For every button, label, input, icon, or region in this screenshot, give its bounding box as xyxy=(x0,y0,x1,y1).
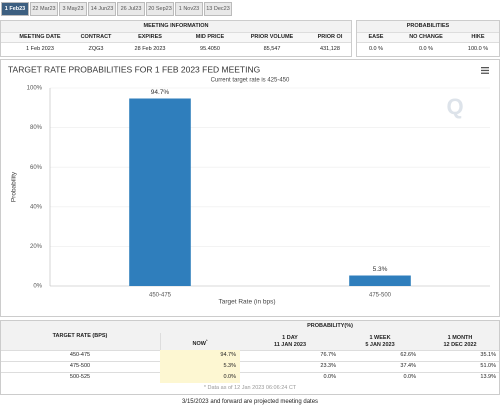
row-label: 450-475 xyxy=(69,352,91,358)
column-title: 1 WEEK xyxy=(369,335,391,341)
column-date: 5 JAN 2023 xyxy=(365,342,395,348)
cell: 431,128 xyxy=(320,46,340,52)
footnote: * Data as of 12 Jan 2023 06:06:24 CT xyxy=(203,385,297,391)
menu-icon[interactable] xyxy=(481,67,489,74)
tab[interactable]: 26 Jul23 xyxy=(117,2,145,16)
tab[interactable]: 22 Mar23 xyxy=(30,2,58,16)
row-border xyxy=(1,350,499,361)
y-tick-label: 0% xyxy=(33,284,42,290)
cell: 1 Feb 2023 xyxy=(26,46,54,52)
column-header: EASE xyxy=(368,34,384,40)
header-bg xyxy=(357,21,499,32)
column-date: 12 DEC 2022 xyxy=(443,342,477,348)
cell: 0.0 % xyxy=(368,46,384,52)
y-axis-label: Probability xyxy=(11,171,18,202)
column-header: MID PRICE xyxy=(195,34,225,40)
column-title: 1 DAY xyxy=(282,335,298,341)
cell: 0.0% xyxy=(403,374,416,380)
tab[interactable]: 1 Nov23 xyxy=(175,2,203,16)
cell: 5.3% xyxy=(223,363,236,369)
y-tick-label: 40% xyxy=(30,204,43,210)
footer: 3/15/2023 and forward are projected meet… xyxy=(181,399,319,405)
column-header: EXPIRES xyxy=(138,34,162,40)
y-tick-label: 20% xyxy=(30,244,43,250)
chart-subtitle: Current target rate is 425-450 xyxy=(211,78,290,84)
cell: 76.7% xyxy=(320,352,336,358)
x-tick-label: 475-500 xyxy=(369,293,392,299)
cell: 0.0 % xyxy=(418,46,434,52)
cell-border xyxy=(160,333,240,350)
highlight xyxy=(160,350,240,383)
column-date: 11 JAN 2023 xyxy=(273,342,307,348)
column-title: NOW xyxy=(192,340,206,347)
cell: 85,547 xyxy=(263,46,281,52)
y-tick-label: 100% xyxy=(27,86,43,92)
header-bg xyxy=(1,321,499,350)
column-header: NOW* xyxy=(160,339,240,347)
table-title: PROBABILITIES xyxy=(406,23,450,29)
tab[interactable]: 20 Sep23 xyxy=(146,2,174,16)
cell: 0.0% xyxy=(223,374,236,380)
row-label: 475-500 xyxy=(69,363,91,369)
tab[interactable]: 13 Dec23 xyxy=(204,2,232,16)
tab[interactable]: 14 Jun23 xyxy=(88,2,116,16)
cell: 51.0% xyxy=(480,363,496,369)
column-header: TARGET RATE (BPS) xyxy=(52,333,108,339)
row-label: 500-525 xyxy=(69,374,91,380)
y-tick-label: 80% xyxy=(30,125,43,131)
cell: 100.0 % xyxy=(467,46,489,52)
cell: 28 Feb 2023 xyxy=(134,46,166,52)
table-title: MEETING INFORMATION xyxy=(143,23,209,29)
x-axis-label: Target Rate (in bps) xyxy=(218,299,275,306)
row-border xyxy=(1,372,499,383)
marker: * xyxy=(205,338,208,343)
cell: 94.7% xyxy=(220,352,236,358)
tab[interactable]: 1 Feb23 xyxy=(1,2,29,16)
header-bg xyxy=(357,32,499,43)
header-bg xyxy=(1,21,351,32)
cell: 95.4050 xyxy=(200,46,220,52)
column-header: PRIOR OI xyxy=(317,34,343,40)
x-tick-label: 450-475 xyxy=(149,293,172,299)
tab[interactable]: 3 May23 xyxy=(59,2,87,16)
column-title: 1 MONTH xyxy=(447,335,473,341)
bar xyxy=(129,98,191,286)
cell: 62.6% xyxy=(400,352,416,358)
watermark: Q xyxy=(446,94,463,119)
cell: 0.0% xyxy=(323,374,336,380)
chart-title: TARGET RATE PROBABILITIES FOR 1 FEB 2023… xyxy=(8,64,260,74)
cell: 37.4% xyxy=(400,363,416,369)
column-header: CONTRACT xyxy=(80,34,112,40)
row-border xyxy=(1,361,499,372)
column-header: MEETING DATE xyxy=(19,34,61,40)
header-bg xyxy=(1,32,351,43)
chart: TARGET RATE PROBABILITIES FOR 1 FEB 2023… xyxy=(8,64,490,306)
cell: 13.9% xyxy=(480,374,496,380)
y-tick-label: 60% xyxy=(30,165,43,171)
cell: ZQG3 xyxy=(88,46,104,52)
column-header: NO CHANGE xyxy=(409,34,443,40)
column-header: PROBABILITY(%) xyxy=(307,323,353,329)
meeting-table xyxy=(0,20,352,57)
cell: 23.3% xyxy=(320,363,336,369)
cell: 35.1% xyxy=(480,352,496,358)
data-label: 94.7% xyxy=(151,89,170,96)
column-header: HIKE xyxy=(471,34,485,40)
bar xyxy=(349,275,411,286)
column-header: PRIOR VOLUME xyxy=(250,34,294,40)
data-label: 5.3% xyxy=(373,266,388,273)
